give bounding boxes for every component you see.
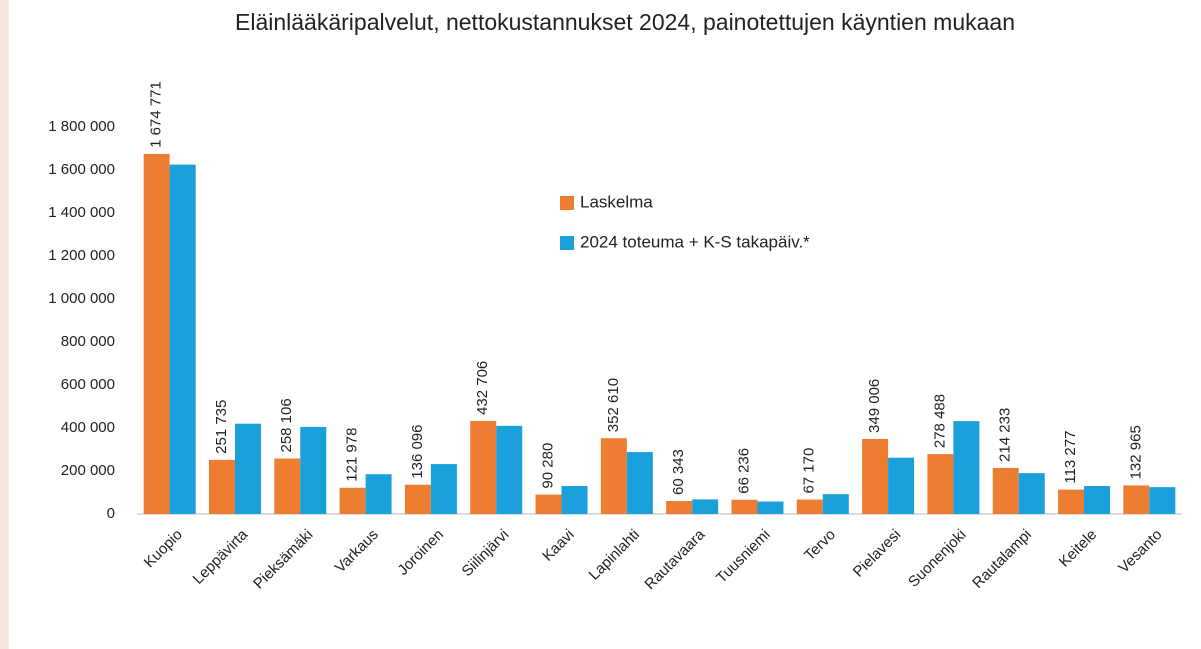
- x-tick-label: Rautavaara: [641, 526, 708, 593]
- bar: [274, 458, 301, 514]
- value-label: 136 096: [409, 425, 426, 479]
- value-label: 67 170: [801, 448, 818, 494]
- x-tick-label: Rautalampi: [969, 526, 1035, 592]
- value-label: 432 706: [474, 361, 491, 415]
- x-tick-label: Joroinen: [394, 526, 447, 579]
- x-tick-label: Pielavesi: [850, 526, 904, 580]
- y-tick-label: 1 400 000: [48, 204, 115, 221]
- bar: [692, 499, 719, 514]
- value-label: 352 610: [605, 378, 622, 432]
- y-tick-label: 1 200 000: [48, 247, 115, 264]
- y-tick-label: 200 000: [61, 462, 115, 479]
- legend-label: Laskelma: [580, 192, 653, 211]
- value-label: 251 735: [213, 400, 230, 454]
- value-label: 132 965: [1127, 425, 1144, 479]
- x-tick-label: Keitele: [1056, 526, 1100, 570]
- bar: [365, 474, 392, 514]
- chart-title: Eläinlääkäripalvelut, nettokustannukset …: [235, 9, 1015, 35]
- value-label: 113 277: [1062, 431, 1079, 484]
- bar: [234, 423, 261, 514]
- value-label: 278 488: [931, 394, 948, 448]
- bar: [822, 494, 849, 514]
- bar: [888, 457, 915, 514]
- legend-label: 2024 toteuma + K-S takapäiv.*: [580, 232, 810, 251]
- y-tick-label: 1 800 000: [48, 118, 115, 135]
- x-tick-label: Tervo: [801, 526, 839, 564]
- value-label: 60 343: [670, 449, 687, 495]
- x-tick-label: Kaavi: [539, 526, 578, 565]
- y-tick-label: 1 000 000: [48, 290, 115, 307]
- x-tick-label: Lapinlahti: [586, 526, 643, 583]
- value-label: 66 236: [735, 448, 752, 494]
- bar: [626, 452, 653, 514]
- x-tick-label: Tuusniemi: [713, 526, 774, 587]
- bar: [600, 438, 627, 514]
- y-tick-label: 1 600 000: [48, 161, 115, 178]
- value-label: 1 674 771: [148, 81, 165, 148]
- bar: [666, 501, 693, 514]
- bar: [143, 153, 170, 514]
- x-tick-label: Pieksämäki: [250, 526, 316, 592]
- side-strip: [0, 0, 9, 649]
- bar: [1084, 486, 1111, 514]
- bar: [1123, 485, 1150, 514]
- value-label: 121 978: [344, 428, 361, 482]
- x-tick-label: Suonenjoki: [905, 526, 970, 591]
- bar: [862, 438, 889, 514]
- bar: [992, 467, 1019, 514]
- legend-swatch: [560, 236, 574, 250]
- x-tick-label: Siilinjärvi: [459, 526, 513, 580]
- bar: [535, 494, 562, 514]
- bar: [561, 486, 588, 514]
- y-tick-label: 600 000: [61, 376, 115, 393]
- y-tick-label: 0: [107, 505, 115, 522]
- bar: [496, 425, 523, 514]
- bar: [927, 454, 954, 514]
- value-label: 214 233: [997, 408, 1014, 462]
- bar: [470, 420, 497, 514]
- bar: [430, 464, 457, 514]
- bar: [731, 499, 758, 514]
- legend-swatch: [560, 196, 574, 210]
- bar: [169, 164, 196, 514]
- bar: [404, 484, 431, 514]
- x-tick-label: Vesanto: [1115, 526, 1165, 576]
- bar: [796, 499, 823, 514]
- bar: [1018, 473, 1045, 514]
- value-label: 349 006: [866, 379, 883, 433]
- x-tick-label: Kuopio: [141, 526, 186, 571]
- bar: [339, 487, 366, 514]
- bar: [300, 426, 327, 514]
- bar: [1149, 487, 1176, 514]
- value-label: 90 280: [540, 443, 557, 489]
- value-label: 258 106: [278, 398, 295, 452]
- bar: [208, 459, 235, 514]
- y-tick-label: 400 000: [61, 419, 115, 436]
- bar: [1058, 489, 1085, 514]
- x-tick-label: Varkaus: [332, 526, 382, 576]
- bar: [757, 501, 784, 514]
- x-tick-label: Leppävirta: [190, 526, 252, 588]
- y-tick-label: 800 000: [61, 333, 115, 350]
- bar: [953, 421, 980, 514]
